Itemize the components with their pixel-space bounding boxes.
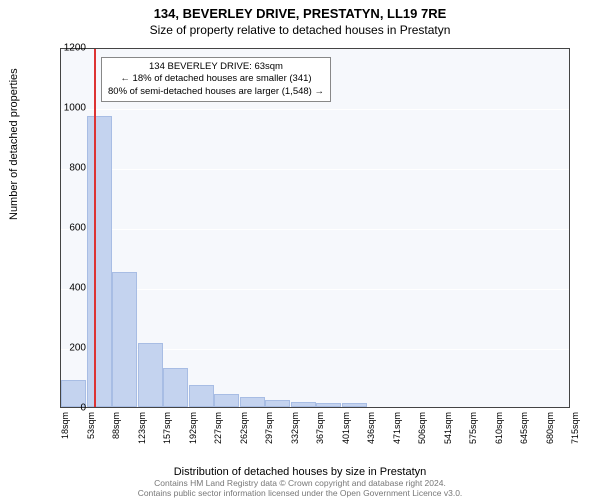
x-tick-label: 680sqm [545,412,555,444]
chart-container: 134 BEVERLEY DRIVE: 63sqm← 18% of detach… [60,48,570,408]
y-tick-label: 600 [69,223,86,234]
y-tick-label: 1200 [64,43,86,54]
histogram-bar [342,403,367,407]
y-tick-label: 800 [69,163,86,174]
page-title: 134, BEVERLEY DRIVE, PRESTATYN, LL19 7RE [0,0,600,21]
histogram-bar [265,400,290,408]
y-axis-label: Number of detached properties [8,68,20,220]
histogram-bar [189,385,214,408]
footer-line1: Contains HM Land Registry data © Crown c… [0,478,600,488]
gridline [61,109,569,110]
x-tick-label: 715sqm [570,412,580,444]
footer-line2: Contains public sector information licen… [0,488,600,498]
x-tick-label: 610sqm [494,412,504,444]
x-tick-label: 506sqm [417,412,427,444]
x-axis-label: Distribution of detached houses by size … [0,466,600,478]
gridline [61,229,569,230]
footer: Contains HM Land Registry data © Crown c… [0,478,600,498]
annotation-box: 134 BEVERLEY DRIVE: 63sqm← 18% of detach… [101,57,331,102]
histogram-bar [87,116,112,407]
y-tick-label: 200 [69,343,86,354]
annotation-line3: 80% of semi-detached houses are larger (… [108,86,324,98]
histogram-bar [240,397,265,407]
x-tick-label: 157sqm [162,412,172,444]
x-tick-label: 645sqm [519,412,529,444]
histogram-bar [316,403,341,408]
x-tick-label: 123sqm [137,412,147,444]
x-tick-label: 332sqm [290,412,300,444]
gridline [61,169,569,170]
x-tick-label: 192sqm [188,412,198,444]
histogram-bar [291,402,316,407]
x-tick-label: 227sqm [213,412,223,444]
x-tick-label: 88sqm [111,412,121,439]
histogram-bar [138,343,163,408]
x-tick-label: 401sqm [341,412,351,444]
x-tick-label: 575sqm [468,412,478,444]
x-tick-label: 53sqm [86,412,96,439]
x-tick-label: 297sqm [264,412,274,444]
x-tick-label: 541sqm [443,412,453,444]
x-tick-label: 436sqm [366,412,376,444]
y-tick-label: 1000 [64,103,86,114]
marker-line [94,49,96,407]
annotation-line2: ← 18% of detached houses are smaller (34… [108,73,324,85]
annotation-line1: 134 BEVERLEY DRIVE: 63sqm [108,61,324,73]
histogram-bar [163,368,188,407]
x-tick-label: 262sqm [239,412,249,444]
histogram-bar [112,272,137,407]
y-tick-label: 400 [69,283,86,294]
x-tick-label: 367sqm [315,412,325,444]
histogram-bar [214,394,239,407]
x-tick-label: 18sqm [60,412,70,439]
page-subtitle: Size of property relative to detached ho… [0,21,600,37]
plot-area: 134 BEVERLEY DRIVE: 63sqm← 18% of detach… [60,48,570,408]
x-tick-label: 471sqm [392,412,402,444]
